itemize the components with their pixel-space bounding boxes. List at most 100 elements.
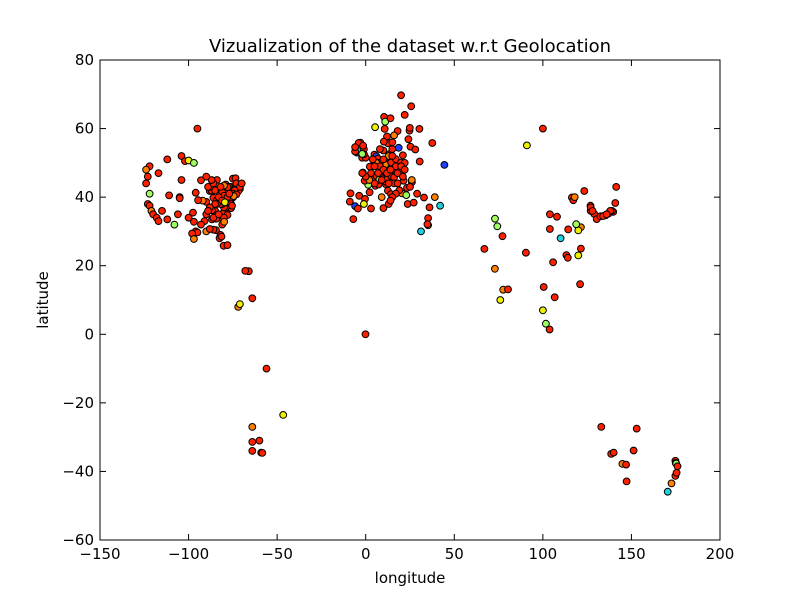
- scatter-point: [496, 296, 505, 304]
- scatter-point: [493, 222, 502, 231]
- scatter-point: [597, 423, 606, 431]
- scatter-point: [184, 213, 193, 222]
- scatter-point: [241, 267, 250, 275]
- scatter-point: [216, 183, 225, 191]
- scatter-point: [190, 217, 198, 226]
- chart-title: Vizualization of the dataset w.r.t Geolo…: [209, 36, 611, 57]
- scatter-point: [393, 179, 402, 188]
- scatter-point: [255, 436, 264, 445]
- x-tick-label: 150: [617, 545, 646, 563]
- scatter-point: [672, 468, 681, 477]
- scatter-point: [236, 300, 244, 309]
- scatter-point: [376, 145, 384, 154]
- scatter-point: [190, 159, 198, 167]
- scatter-point: [417, 227, 425, 236]
- scatter-point: [550, 293, 559, 302]
- y-tick-label: −40: [62, 462, 94, 480]
- scatter-point: [480, 245, 489, 253]
- scatter-point: [380, 124, 389, 133]
- scatter-point: [279, 411, 288, 419]
- scatter-point: [405, 124, 414, 132]
- scatter-point: [193, 124, 202, 133]
- scatter-point: [611, 199, 620, 207]
- scatter-point: [428, 139, 437, 147]
- points-layer: [142, 91, 682, 496]
- ticks-layer: −150 −100 −50 0 50 100 150 200 −60 −40 −20 0 20 40 60 8…: [62, 51, 734, 563]
- y-tick-label: 0: [84, 325, 94, 343]
- scatter-point: [358, 169, 367, 178]
- scatter-point: [345, 197, 354, 206]
- scatter-point: [415, 157, 424, 166]
- scatter-point: [504, 285, 512, 294]
- scatter-point: [170, 220, 179, 229]
- scatter-point: [384, 179, 393, 188]
- scatter-point: [163, 215, 172, 224]
- scatter-point: [248, 438, 257, 446]
- y-tick-label: 60: [75, 120, 94, 138]
- scatter-point: [197, 220, 205, 229]
- scatter-point: [632, 424, 641, 433]
- scatter-point: [436, 201, 445, 210]
- scatter-point: [191, 188, 200, 197]
- scatter-point: [158, 207, 166, 215]
- scatter-point: [415, 124, 424, 133]
- scatter-point: [379, 137, 388, 146]
- scatter-point: [430, 193, 439, 202]
- scatter-point: [491, 264, 499, 273]
- scatter-point: [205, 225, 214, 233]
- scatter-point: [420, 193, 428, 202]
- scatter-point: [349, 215, 358, 224]
- scatter-point: [588, 207, 597, 215]
- scatter-point: [402, 191, 411, 200]
- scatter-point: [570, 193, 579, 202]
- scatter-point: [553, 212, 561, 221]
- scatter-point: [491, 214, 499, 223]
- scatter-point: [546, 225, 554, 233]
- scatter-point: [546, 210, 554, 219]
- scatter-point: [498, 232, 507, 241]
- y-tick-label: 20: [75, 257, 94, 275]
- scatter-point: [386, 196, 395, 205]
- y-tick-label: −60: [62, 531, 94, 549]
- scatter-point: [388, 145, 397, 154]
- y-tick-label: 40: [75, 188, 94, 206]
- scatter-point: [154, 169, 163, 178]
- scatter-point: [163, 155, 172, 164]
- scatter-point: [204, 183, 213, 191]
- y-tick-label: −20: [62, 394, 94, 412]
- scatter-point: [177, 176, 186, 184]
- scatter-point: [237, 179, 246, 188]
- scatter-point: [262, 364, 271, 373]
- scatter-point: [522, 248, 530, 257]
- scatter-point: [143, 172, 152, 181]
- scatter-point: [355, 191, 364, 200]
- scatter-point: [612, 183, 621, 191]
- scatter-point: [425, 203, 434, 212]
- scatter-point: [175, 194, 184, 203]
- scatter-point: [165, 191, 174, 200]
- scatter-point: [371, 123, 380, 132]
- y-tick-label: 80: [75, 51, 94, 69]
- y-axis-label: latitude: [34, 271, 52, 329]
- scatter-point: [407, 176, 416, 184]
- scatter-point: [258, 449, 267, 457]
- scatter-point: [400, 111, 409, 119]
- scatter-point: [346, 189, 355, 198]
- scatter-point: [406, 183, 414, 191]
- scatter-point: [358, 150, 367, 158]
- scatter-point: [622, 477, 631, 486]
- scatter-point: [423, 220, 432, 229]
- x-tick-label: 100: [529, 545, 558, 563]
- scatter-point: [370, 162, 379, 171]
- scatter-point: [577, 244, 585, 253]
- scatter-point: [549, 258, 557, 267]
- scatter-point: [248, 423, 257, 431]
- scatter-point: [379, 204, 388, 213]
- scatter-point: [379, 155, 388, 164]
- x-tick-label: −100: [168, 545, 209, 563]
- scatter-point: [523, 141, 531, 150]
- scatter-point: [220, 217, 229, 226]
- scatter-point: [411, 145, 420, 154]
- scatter-point: [359, 141, 368, 150]
- scatter-point: [399, 172, 407, 181]
